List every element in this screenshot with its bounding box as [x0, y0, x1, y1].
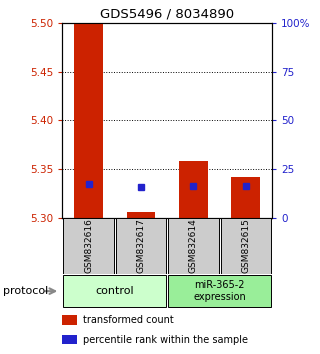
Bar [231, 177, 260, 218]
Bar [62, 335, 77, 344]
Bar [74, 23, 103, 218]
Text: transformed count: transformed count [84, 315, 174, 325]
Text: GSM832615: GSM832615 [241, 218, 250, 274]
Title: GDS5496 / 8034890: GDS5496 / 8034890 [100, 7, 234, 21]
Bar [63, 218, 114, 274]
Text: percentile rank within the sample: percentile rank within the sample [84, 335, 248, 345]
Bar [127, 212, 156, 218]
Text: GSM832617: GSM832617 [137, 218, 146, 274]
Bar [63, 275, 166, 307]
Bar [168, 275, 271, 307]
Bar [116, 218, 166, 274]
Bar [179, 161, 208, 218]
Text: miR-365-2
expression: miR-365-2 expression [193, 280, 246, 302]
Text: protocol: protocol [3, 286, 48, 296]
Text: control: control [95, 286, 134, 296]
Bar [168, 218, 219, 274]
Bar [62, 315, 77, 325]
Text: GSM832614: GSM832614 [189, 219, 198, 273]
Text: GSM832616: GSM832616 [84, 218, 93, 274]
Bar [221, 218, 271, 274]
